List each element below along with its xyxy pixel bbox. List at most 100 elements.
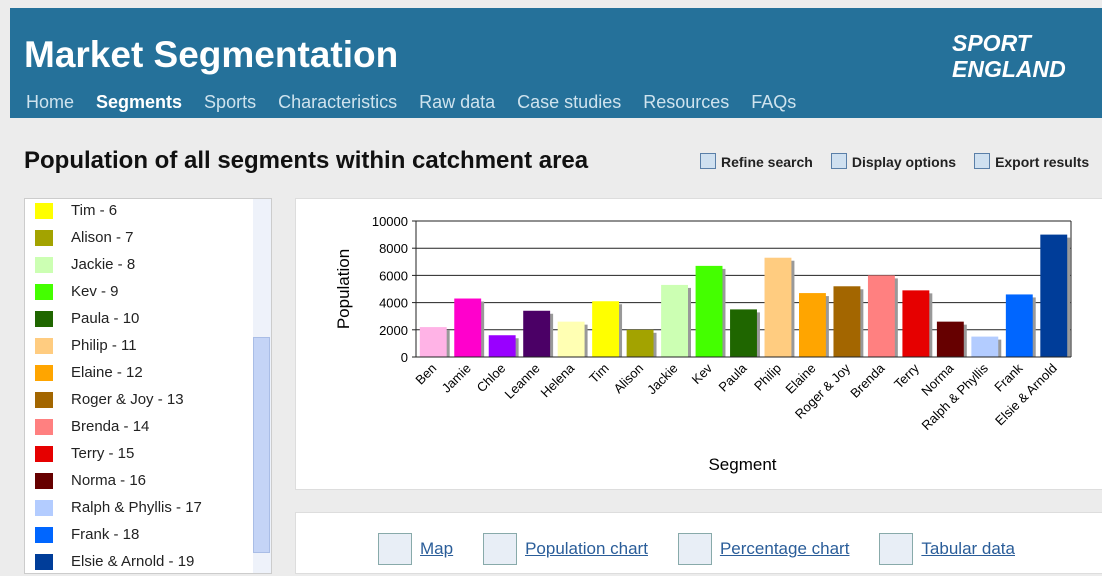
scroll-thumb[interactable] [253,337,270,553]
bar [695,265,723,357]
chart-panel: 0 2000 4000 6000 8000 10000 Population Segment B… [295,198,1102,490]
view-link[interactable]: Tabular data [879,533,1015,565]
legend-label: Norma - 16 [71,472,147,489]
legend-swatch [35,418,53,435]
x-tick-label: Helena [538,360,578,400]
legend-item[interactable]: Paula - 10 [35,305,139,332]
link-icon [677,533,712,565]
y-axis-label: Population [334,249,353,329]
legend-item[interactable]: Kev - 9 [35,278,119,305]
x-tick-label: Ben [412,361,439,388]
nav-item[interactable]: Resources [643,92,730,112]
legend-label: Paula - 10 [71,310,140,327]
bar [936,321,964,357]
nav-item[interactable]: FAQs [751,92,797,112]
view-link[interactable]: Map [378,533,453,565]
bar [557,321,585,357]
legend-label: Brenda - 14 [71,418,150,435]
x-tick-label: Philip [751,361,784,394]
legend-swatch [35,283,53,300]
y-tick-label: 4000 [379,296,408,311]
bar [523,310,551,357]
site-title: Market Segmentation [24,34,399,75]
bar [764,257,792,357]
legend-swatch [35,553,53,570]
legend-item[interactable]: Brenda - 14 [35,413,149,440]
bar [1005,294,1033,357]
legend-label: Elaine - 12 [71,364,143,381]
nav-item[interactable]: Characteristics [278,92,398,112]
legend-label: Terry - 15 [71,445,135,462]
legend-item[interactable]: Elaine - 12 [35,359,143,386]
toolbar-button[interactable]: Display options [831,153,956,170]
legend-item[interactable]: Norma - 16 [35,467,146,494]
y-tick-label: 6000 [379,268,408,283]
legend-swatch [35,472,53,489]
legend-item[interactable]: Alison - 7 [35,224,134,251]
legend-swatch [35,256,53,273]
page-title: Population of all segments within catchm… [24,147,589,174]
legend-item[interactable]: Jackie - 8 [35,251,135,278]
toolbar-button[interactable]: Refine search [700,153,813,170]
logo: SPORT ENGLAND [952,30,1066,82]
legend-swatch [35,337,53,354]
x-tick-label: Jackie [644,361,681,398]
bar [592,301,620,357]
x-tick-label: Brenda [847,360,888,401]
bar [626,329,654,357]
bar [661,284,688,357]
legend-swatch [35,310,53,327]
nav-item[interactable]: Sports [204,92,257,112]
legend-swatch [35,391,53,408]
nav-item[interactable]: Raw data [419,92,496,112]
legend-item[interactable]: Philip - 11 [35,332,137,359]
nav-item[interactable]: Segments [96,92,183,112]
legend-swatch [35,445,53,462]
bar [1040,234,1068,357]
y-tick-label: 0 [401,350,408,365]
legend-swatch [35,499,53,516]
legend-swatch [35,202,53,219]
nav-item[interactable]: Home [26,92,75,112]
legend-swatch [35,364,53,381]
x-tick-label: Alison [611,361,647,397]
link-text: Population chart [525,539,648,558]
chart: 0 2000 4000 6000 8000 10000 Population Segment B… [334,214,1072,474]
x-tick-label: Elsie & Arnold [992,361,1060,429]
logo-text: ENGLAND [952,56,1066,82]
header: Market Segmentation SPORT ENGLAND Home Seg… [10,8,1102,118]
legend-item[interactable]: Roger & Joy - 13 [35,386,184,413]
link-icon [879,533,914,565]
legend-label: Kev - 9 [71,283,119,300]
view-link[interactable]: Population chart [483,533,648,565]
bar [902,290,930,357]
x-tick-label: Tim [586,361,612,387]
legend-item[interactable]: Tim - 6 [35,199,117,224]
legend-item[interactable]: Ralph & Phyllis - 17 [35,494,202,521]
legend-item[interactable]: Terry - 15 [35,440,134,467]
x-tick-label: Terry [891,360,922,391]
nav-item[interactable]: Case studies [517,92,622,112]
legend-list: Tim - 6 Alison - 7 Jackie - 8 Kev - 9 Paula … [24,198,272,574]
scrollbar[interactable] [253,199,271,573]
link-icon [483,533,518,565]
legend-item[interactable]: Elsie & Arnold - 19 [35,548,194,573]
x-tick-label: Leanne [501,361,542,402]
legend-label: Frank - 18 [71,526,140,543]
x-tick-label: Jamie [439,361,474,396]
legend-item[interactable]: Frank - 18 [35,521,139,548]
legend-swatch [35,526,53,543]
x-tick-label: Paula [716,360,751,395]
legend-label: Jackie - 8 [71,256,136,273]
x-tick-label: Kev [689,360,716,387]
toolbar: Refine search Display options Export resul… [700,153,1089,170]
bar [730,309,757,357]
link-text: Tabular data [921,539,1015,558]
toolbar-button[interactable]: Export results [974,153,1089,170]
nav: Home Segments Sports Characteristics Raw dat… [26,92,796,113]
legend-label: Alison - 7 [71,229,134,246]
view-link[interactable]: Percentage chart [677,533,849,565]
y-tick-label: 10000 [372,214,408,229]
x-axis-label: Segment [708,455,776,474]
legend-label: Ralph & Phyllis - 17 [71,499,202,516]
